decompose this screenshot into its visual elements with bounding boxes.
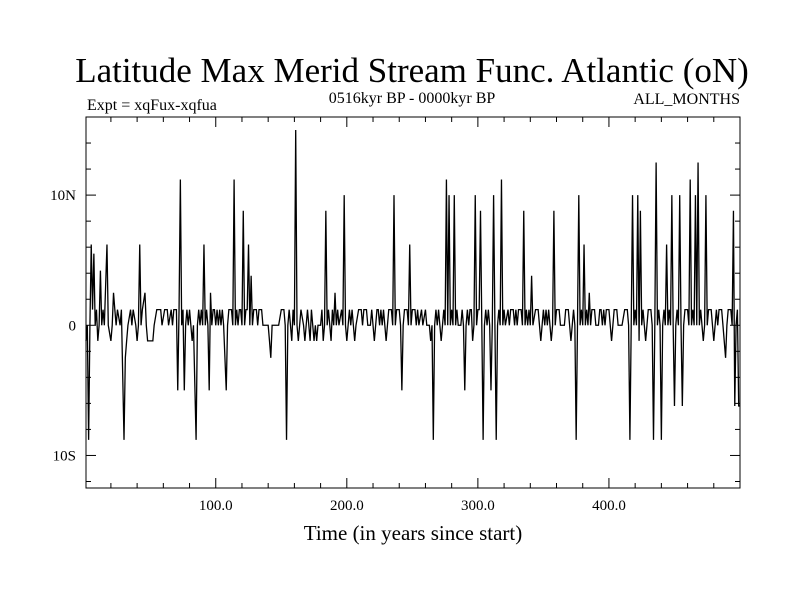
series-line-1 [85,130,740,440]
y-tick-label: 0 [69,318,77,334]
y-tick-label: 10S [53,448,76,464]
y-tick-label: 10N [50,188,76,204]
experiment-label: Expt = xqFux-xqfua [87,97,217,114]
x-tick-label: 400.0 [592,498,626,514]
time-range-label: 0516kyr BP - 0000kyr BP [329,90,496,107]
axes [85,116,741,489]
x-tick-label: 200.0 [330,498,364,514]
chart-title: Latitude Max Merid Stream Func. Atlantic… [75,51,749,90]
x-tick-label: 300.0 [461,498,495,514]
series-group [85,130,740,440]
months-label: ALL_MONTHS [633,91,740,108]
x-axis-ticks: 100.0 200.0 300.0 400.0 [110,117,715,514]
x-axis-label: Time (in years since start) [304,521,523,545]
x-tick-label: 100.0 [199,498,233,514]
plot-frame [85,116,741,489]
